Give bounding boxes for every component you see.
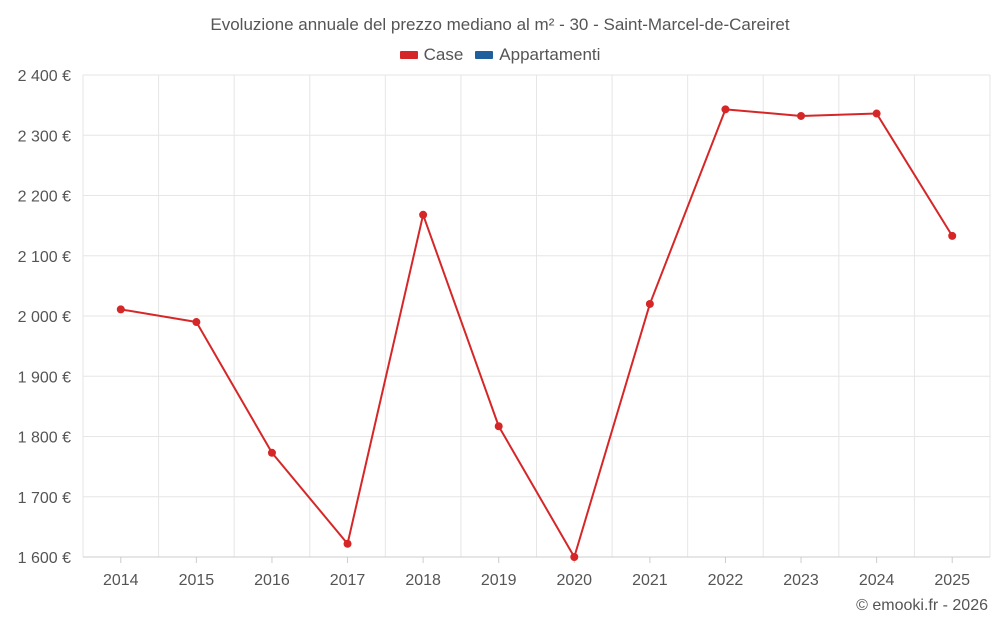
legend-swatch-case [399,51,418,59]
y-tick-label: 1 600 € [18,550,71,567]
y-tick-label: 1 700 € [18,490,71,507]
x-tick-label: 2017 [330,572,366,589]
x-tick-label: 2023 [783,572,819,589]
x-tick-label: 2016 [254,572,290,589]
y-tick-label: 2 100 € [18,249,71,266]
data-point-case [116,305,125,314]
legend-item-appartamenti[interactable]: Appartamenti [475,45,600,65]
x-tick-label: 2022 [708,572,744,589]
x-tick-label: 2021 [632,572,668,589]
x-tick-label: 2025 [934,572,970,589]
data-point-case [797,111,806,120]
legend-label-appartamenti: Appartamenti [499,45,601,64]
x-tick-label: 2019 [481,572,517,589]
series-line-case [120,108,954,558]
y-tick-label: 2 400 € [18,68,71,85]
y-tick-label: 1 800 € [18,430,71,447]
data-point-case [872,109,881,118]
y-tick-label: 2 200 € [18,189,71,206]
legend: Case Appartamenti [0,45,1000,65]
data-point-case [570,553,579,561]
data-point-case [645,299,654,308]
data-point-case [192,318,201,327]
x-tick-label: 2020 [556,572,592,589]
data-point-case [948,231,957,240]
legend-item-case[interactable]: Case [399,45,464,65]
chart-title: Evoluzione annuale del prezzo mediano al… [210,15,790,34]
x-tick-label: 2015 [179,572,215,589]
data-point-case [721,105,730,114]
x-tick-label: 2024 [859,572,895,589]
legend-label-case: Case [423,45,464,64]
y-tick-label: 2 300 € [18,128,71,145]
x-tick-label: 2014 [103,572,139,589]
data-point-case [267,448,276,457]
y-tick-label: 1 900 € [18,369,71,386]
credit-text: © emooki.fr - 2026 [856,597,988,614]
x-tick-label: 2018 [405,572,441,589]
data-point-case [343,539,352,548]
legend-swatch-appartamenti [475,51,494,59]
data-point-case [419,210,428,219]
data-point-case [494,422,503,431]
y-tick-label: 2 000 € [18,309,71,326]
